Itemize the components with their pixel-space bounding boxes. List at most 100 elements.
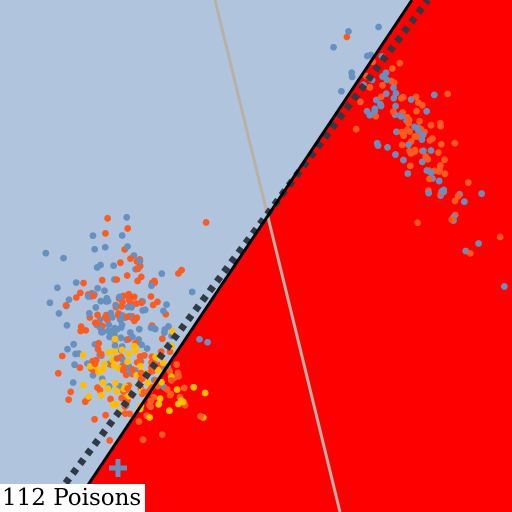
- data-point: [419, 131, 427, 139]
- data-point: [166, 407, 173, 415]
- data-point: [496, 233, 504, 241]
- data-point: [80, 279, 87, 287]
- data-point: [404, 170, 412, 177]
- data-point: [141, 306, 149, 314]
- data-point: [451, 197, 459, 205]
- data-point: [143, 345, 151, 352]
- data-point: [106, 333, 113, 341]
- data-point: [345, 27, 352, 35]
- decision-boundary-line: [68, 0, 414, 512]
- data-point: [79, 351, 87, 359]
- data-point: [79, 381, 87, 389]
- data-point: [158, 270, 166, 278]
- data-point: [118, 394, 126, 402]
- data-point: [113, 387, 120, 395]
- data-point: [147, 324, 155, 332]
- data-point: [396, 59, 404, 67]
- data-point: [149, 301, 157, 309]
- data-point: [424, 155, 432, 163]
- data-point: [106, 437, 114, 444]
- data-point: [111, 342, 119, 350]
- data-point: [104, 385, 112, 393]
- data-point: [201, 389, 209, 397]
- data-point: [352, 125, 360, 133]
- data-point: [397, 112, 405, 120]
- data-point: [420, 147, 427, 155]
- data-point: [117, 334, 125, 342]
- data-point: [448, 216, 456, 224]
- data-point: [132, 300, 140, 307]
- data-point: [454, 192, 462, 200]
- data-point: [427, 147, 435, 154]
- data-point: [113, 400, 121, 408]
- data-point: [97, 297, 105, 305]
- data-point: [158, 378, 165, 386]
- data-point: [100, 360, 108, 368]
- data-point: [436, 166, 444, 173]
- data-point: [425, 189, 433, 197]
- data-point: [400, 156, 407, 164]
- data-point: [430, 91, 438, 99]
- data-point: [102, 229, 109, 237]
- data-point: [438, 187, 446, 195]
- data-point: [406, 162, 414, 170]
- data-point: [94, 311, 101, 319]
- data-point: [76, 289, 84, 297]
- data-point: [464, 179, 472, 187]
- data-point: [197, 412, 204, 420]
- data-point: [441, 170, 449, 178]
- data-point: [110, 362, 118, 370]
- data-point: [374, 142, 382, 150]
- data-point: [426, 137, 434, 144]
- data-point: [81, 398, 89, 406]
- data-point: [190, 383, 198, 391]
- data-point: [107, 395, 114, 403]
- data-point: [104, 297, 112, 305]
- data-point: [91, 245, 99, 253]
- data-point: [72, 350, 79, 358]
- data-point: [411, 123, 418, 131]
- data-point: [389, 108, 397, 116]
- data-point: [53, 284, 61, 292]
- data-point: [112, 302, 120, 310]
- data-point: [398, 94, 405, 102]
- data-point: [413, 107, 420, 115]
- data-point: [113, 325, 121, 333]
- data-point: [121, 410, 129, 417]
- cross-marker: [109, 459, 127, 477]
- data-point: [60, 254, 67, 262]
- data-point: [46, 299, 54, 307]
- poison-count-label: 112 Poisons: [0, 484, 146, 512]
- data-point: [406, 128, 413, 136]
- data-point: [134, 277, 142, 285]
- data-point: [140, 388, 148, 396]
- data-point: [118, 321, 126, 329]
- data-point: [113, 276, 121, 284]
- data-point: [116, 293, 123, 301]
- data-point: [426, 175, 433, 183]
- data-point: [388, 65, 396, 72]
- data-point: [110, 262, 118, 270]
- data-point: [146, 401, 153, 409]
- data-point: [62, 302, 70, 309]
- data-point: [97, 391, 105, 399]
- data-point: [398, 128, 406, 136]
- data-point: [179, 398, 187, 406]
- data-point: [55, 310, 63, 317]
- data-point: [136, 353, 144, 360]
- data-point: [411, 146, 419, 154]
- data-point: [107, 309, 115, 317]
- data-point: [101, 287, 108, 295]
- data-point: [95, 339, 103, 347]
- data-point: [423, 167, 431, 174]
- data-point: [117, 259, 124, 267]
- data-point: [70, 340, 78, 348]
- data-point: [130, 342, 138, 350]
- data-point: [105, 321, 113, 329]
- data-point: [94, 384, 101, 392]
- data-point: [173, 386, 181, 394]
- data-point: [348, 73, 356, 81]
- data-point: [111, 335, 119, 343]
- reference-line: [213, 0, 342, 512]
